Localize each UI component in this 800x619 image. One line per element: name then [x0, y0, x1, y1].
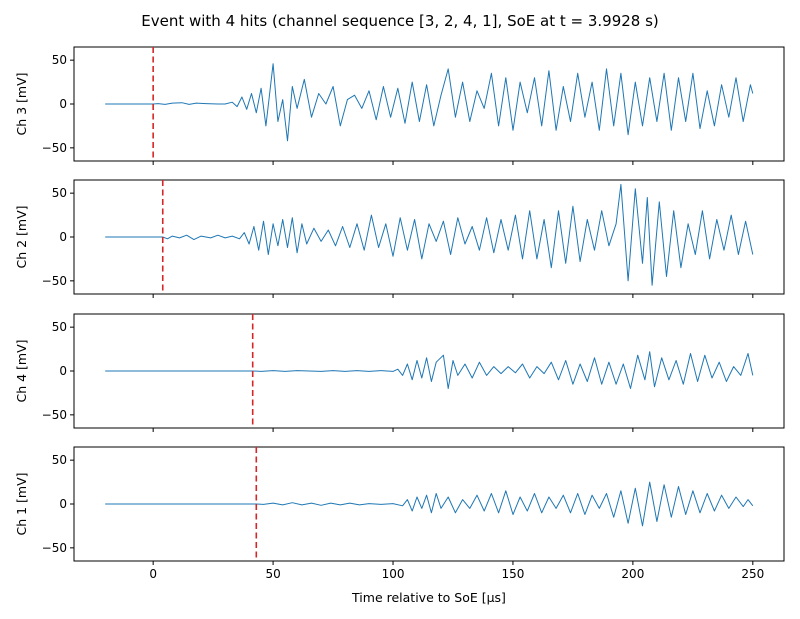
signal-trace: [105, 481, 754, 527]
plot-frame: [73, 46, 785, 162]
x-tick-label: 150: [501, 567, 524, 581]
y-tick-label: 0: [59, 97, 67, 111]
x-tick-label: 250: [741, 567, 764, 581]
y-tick-label: −50: [42, 274, 67, 288]
panel-1: 50 0 −50 Ch 3 [mV]: [14, 46, 785, 165]
panel-2: 50 0 −50 Ch 2 [mV]: [14, 179, 785, 298]
x-tick-label: 0: [149, 567, 157, 581]
y-tick-label: 50: [52, 320, 67, 334]
y-tick-label: 50: [52, 53, 67, 67]
y-tick-label: −50: [42, 141, 67, 155]
y-tick-label: 0: [59, 230, 67, 244]
panels: 50 0 −50 Ch 3 [mV] 50 0 −50 Ch 2 [mV] 50 0 −50 Ch 4…: [14, 46, 785, 581]
x-tick-label: 100: [382, 567, 405, 581]
x-axis-label: Time relative to SoE [µs]: [351, 590, 506, 605]
y-axis-label: Ch 1 [mV]: [14, 472, 29, 535]
signal-trace: [105, 351, 754, 389]
y-axis-label: Ch 2 [mV]: [14, 205, 29, 268]
chart-title: Event with 4 hits (channel sequence [3, …: [141, 12, 659, 30]
y-axis-label: Ch 4 [mV]: [14, 339, 29, 402]
y-tick-label: 0: [59, 497, 67, 511]
x-tick-label: 200: [621, 567, 644, 581]
panel-4: 50 0 −50 0 50 100 150 200 250 Ch 1 [mV]: [14, 446, 785, 581]
y-tick-label: 50: [52, 186, 67, 200]
x-tick-label: 50: [265, 567, 280, 581]
signal-trace: [105, 63, 754, 142]
y-tick-label: −50: [42, 408, 67, 422]
signal-trace: [105, 183, 754, 286]
y-axis-label: Ch 3 [mV]: [14, 72, 29, 135]
panel-3: 50 0 −50 Ch 4 [mV]: [14, 313, 785, 432]
y-tick-label: 50: [52, 453, 67, 467]
y-tick-label: −50: [42, 541, 67, 555]
y-tick-label: 0: [59, 364, 67, 378]
